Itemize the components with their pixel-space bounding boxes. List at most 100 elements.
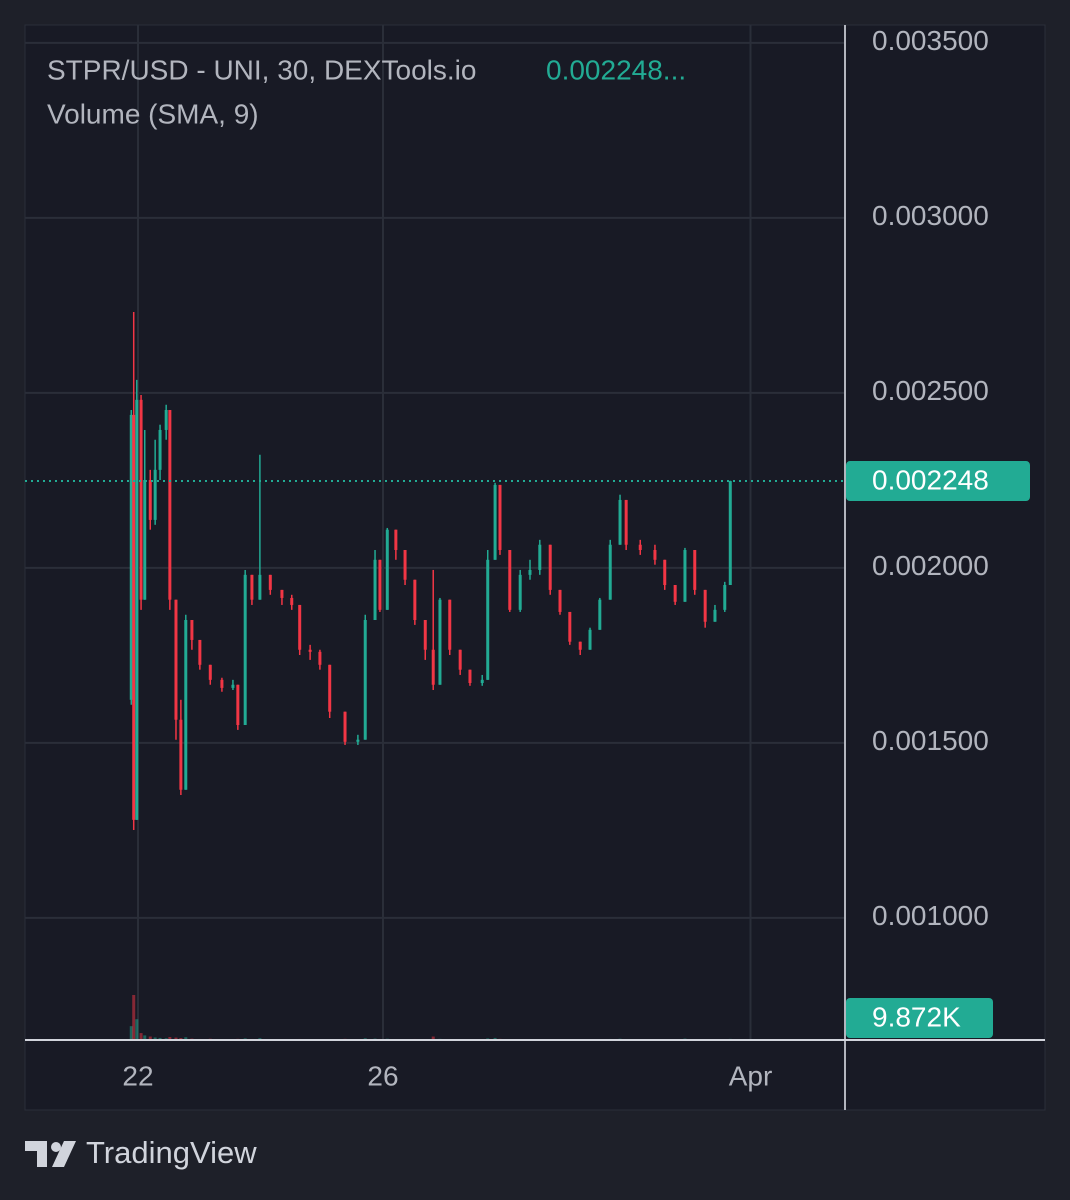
candle-body <box>548 544 552 590</box>
candle-body <box>208 664 212 680</box>
candle-body <box>528 569 532 575</box>
candle-body <box>568 611 572 642</box>
candle-body <box>132 414 136 820</box>
candle-body <box>403 550 407 580</box>
candle-body <box>243 574 247 725</box>
candle-body <box>486 559 490 680</box>
candle-body <box>220 679 224 688</box>
legend-price: 0.002248... <box>546 54 686 85</box>
candle-body <box>164 410 168 430</box>
volume-bar <box>168 1037 172 1040</box>
axis-labels: 0.003500 0.003000 0.002500 0.002000 0.001500… <box>122 25 988 1091</box>
candle-body <box>231 684 235 688</box>
x-tick-label: 22 <box>122 1060 153 1091</box>
logo-part <box>51 1142 61 1152</box>
y-tick-label: 0.001500 <box>872 725 989 756</box>
candle-body <box>618 499 622 545</box>
candle-body <box>179 719 183 790</box>
candle-body <box>480 679 484 683</box>
last-price-label: 0.002248 <box>872 464 989 495</box>
last-price-badge <box>846 461 1030 502</box>
candle-body <box>508 550 512 610</box>
candle-body <box>373 559 377 620</box>
candle-body <box>458 649 462 670</box>
y-tick-label: 0.001000 <box>872 900 989 931</box>
brand-name: TradingView <box>86 1135 257 1170</box>
candle-layer <box>129 312 732 830</box>
candle-body <box>308 649 312 652</box>
candle-body <box>638 544 642 550</box>
grid <box>25 25 845 1040</box>
candle-body <box>413 579 417 620</box>
candle-body <box>468 669 472 683</box>
candle-body <box>143 480 147 600</box>
candle-body <box>148 480 152 520</box>
x-tick-label: 26 <box>367 1060 398 1091</box>
logo-part <box>52 1141 76 1167</box>
candle-body <box>236 684 240 725</box>
candle-body <box>608 544 612 600</box>
candle-body <box>438 599 442 685</box>
volume-bar <box>139 1033 143 1040</box>
candle-body <box>558 589 562 612</box>
volume-bar <box>493 1037 497 1040</box>
candle-body <box>298 604 302 650</box>
candle-body <box>598 599 602 630</box>
last-volume-badge <box>846 998 993 1038</box>
candle-body <box>250 574 254 600</box>
candle-body <box>378 559 382 610</box>
y-tick-label: 0.003500 <box>872 25 989 56</box>
candle-body <box>343 711 347 742</box>
volume-bar <box>184 1037 188 1040</box>
candle-body <box>578 641 582 650</box>
volume-bar <box>153 1037 157 1040</box>
y-tick-label: 0.003000 <box>872 200 989 231</box>
candle-body <box>693 550 697 590</box>
y-tick-label: 0.002500 <box>872 375 989 406</box>
candle-body <box>498 484 502 550</box>
volume-bar <box>132 995 136 1040</box>
candle-body <box>588 629 592 650</box>
brand-logo <box>25 1141 76 1167</box>
candle-body <box>518 574 522 610</box>
volume-bar <box>158 1037 162 1040</box>
candle-body <box>184 620 188 790</box>
candle-body <box>385 529 389 610</box>
volume-bar <box>174 1037 178 1040</box>
candle-body <box>713 609 717 622</box>
candle-body <box>703 589 707 622</box>
candle-body <box>153 469 157 520</box>
candle-body <box>683 550 687 602</box>
candle-body <box>493 484 497 560</box>
candle-body <box>624 499 628 545</box>
candle-body <box>723 585 727 610</box>
candle-body <box>290 597 294 605</box>
candle-body <box>431 649 435 685</box>
y-tick-label: 0.002000 <box>872 550 989 581</box>
candle-body <box>139 399 143 600</box>
candle-body <box>280 589 284 598</box>
chart-subtitle: Volume (SMA, 9) <box>47 98 259 129</box>
candle-body <box>663 559 667 585</box>
candle-body <box>190 620 194 640</box>
candle-body <box>363 620 367 740</box>
candle-body <box>135 399 139 820</box>
candle-body <box>129 414 133 700</box>
candle-body <box>168 410 172 600</box>
candle-body <box>423 620 427 650</box>
candle-body <box>394 529 398 550</box>
candle-body <box>728 481 732 585</box>
candle-body <box>653 550 657 560</box>
x-tick-label: Apr <box>729 1060 773 1091</box>
logo-part <box>25 1141 47 1167</box>
candle-body <box>356 739 360 742</box>
chart-title: STPR/USD - UNI, 30, DEXTools.io <box>47 54 476 85</box>
volume-bar <box>148 1036 152 1040</box>
candle-body <box>258 574 262 600</box>
last-volume-label: 9.872K <box>872 1001 961 1032</box>
candle-body <box>328 664 332 712</box>
volume-bar <box>129 1026 133 1040</box>
candle-body <box>448 599 452 650</box>
candle-body <box>268 574 272 590</box>
